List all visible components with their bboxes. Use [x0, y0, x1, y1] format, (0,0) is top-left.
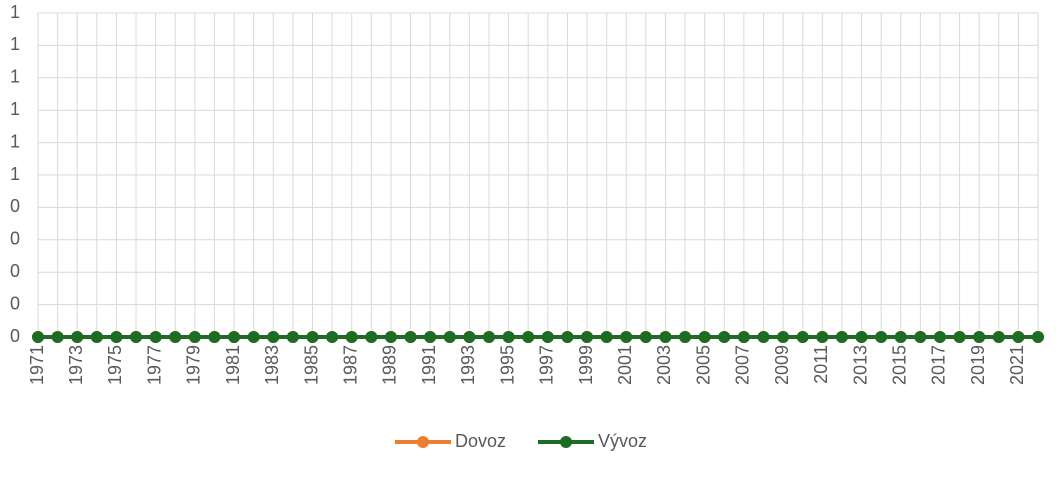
point	[404, 331, 417, 343]
x-tick-label: 1993	[458, 345, 478, 385]
point	[600, 331, 613, 343]
point	[718, 331, 731, 343]
x-tick-label: 2005	[693, 345, 713, 385]
point	[365, 331, 378, 343]
point	[777, 331, 790, 343]
x-tick-label: 1991	[419, 345, 439, 385]
y-tick-label: 0	[10, 229, 20, 249]
point	[208, 331, 221, 343]
y-tick-label: 0	[10, 196, 20, 216]
point	[933, 331, 946, 343]
point	[267, 331, 280, 343]
x-tick-label: 1983	[262, 345, 282, 385]
point	[639, 331, 652, 343]
point	[835, 331, 848, 343]
point	[443, 331, 456, 343]
point	[757, 331, 770, 343]
point	[973, 331, 986, 343]
legend-marker	[560, 436, 572, 448]
y-tick-label: 1	[10, 164, 20, 184]
point	[541, 331, 554, 343]
x-tick-label: 1973	[66, 345, 86, 385]
point	[345, 331, 358, 343]
y-tick-label: 1	[10, 2, 20, 22]
point	[110, 331, 123, 343]
legend-label: Dovoz	[455, 431, 506, 451]
x-tick-label: 2013	[850, 345, 870, 385]
x-tick-label: 1979	[184, 345, 204, 385]
point	[149, 331, 162, 343]
point	[228, 331, 241, 343]
point	[875, 331, 888, 343]
x-tick-label: 2021	[1007, 345, 1027, 385]
x-tick-label: 1997	[537, 345, 557, 385]
point	[286, 331, 299, 343]
point	[561, 331, 574, 343]
legend-marker	[417, 436, 429, 448]
y-tick-label: 0	[10, 293, 20, 313]
point	[32, 331, 44, 343]
x-tick-label: 2017	[929, 345, 949, 385]
legend-label: Vývoz	[598, 431, 647, 451]
y-tick-label: 0	[10, 261, 20, 281]
y-tick-label: 1	[10, 67, 20, 87]
point	[737, 331, 750, 343]
point	[463, 331, 476, 343]
point	[679, 331, 692, 343]
point	[424, 331, 437, 343]
x-tick-label: 2011	[811, 345, 831, 384]
point	[1012, 331, 1025, 343]
point	[796, 331, 809, 343]
y-tick-label: 1	[10, 131, 20, 151]
x-tick-label: 1981	[223, 345, 243, 385]
x-tick-label: 2003	[654, 345, 674, 385]
x-tick-label: 2001	[615, 345, 635, 385]
x-tick-label: 1995	[497, 345, 517, 385]
point	[482, 331, 495, 343]
point	[659, 331, 672, 343]
point	[169, 331, 182, 343]
point	[522, 331, 535, 343]
x-tick-label: 1975	[105, 345, 125, 385]
x-tick-label: 1989	[380, 345, 400, 385]
point	[620, 331, 633, 343]
point	[326, 331, 339, 343]
point	[914, 331, 927, 343]
point	[894, 331, 907, 343]
point	[71, 331, 84, 343]
point	[953, 331, 966, 343]
x-tick-label: 1999	[576, 345, 596, 385]
x-tick-label: 2009	[772, 345, 792, 385]
point	[384, 331, 397, 343]
point	[247, 331, 260, 343]
x-tick-label: 2015	[889, 345, 909, 385]
x-tick-label: 1977	[144, 345, 164, 385]
point	[51, 331, 64, 343]
point	[306, 331, 319, 343]
point	[698, 331, 711, 343]
y-tick-label: 1	[10, 34, 20, 54]
point	[581, 331, 594, 343]
x-tick-label: 1971	[27, 345, 47, 385]
point	[90, 331, 103, 343]
x-tick-label: 1987	[340, 345, 360, 385]
point	[992, 331, 1005, 343]
x-tick-label: 2019	[968, 345, 988, 385]
x-tick-label: 1985	[301, 345, 321, 385]
x-tick-label: 2007	[733, 345, 753, 385]
y-tick-label: 0	[10, 326, 20, 346]
point	[130, 331, 143, 343]
point	[502, 331, 515, 343]
point	[1032, 331, 1044, 343]
y-tick-label: 1	[10, 99, 20, 119]
point	[188, 331, 201, 343]
point	[816, 331, 829, 343]
point	[855, 331, 868, 343]
